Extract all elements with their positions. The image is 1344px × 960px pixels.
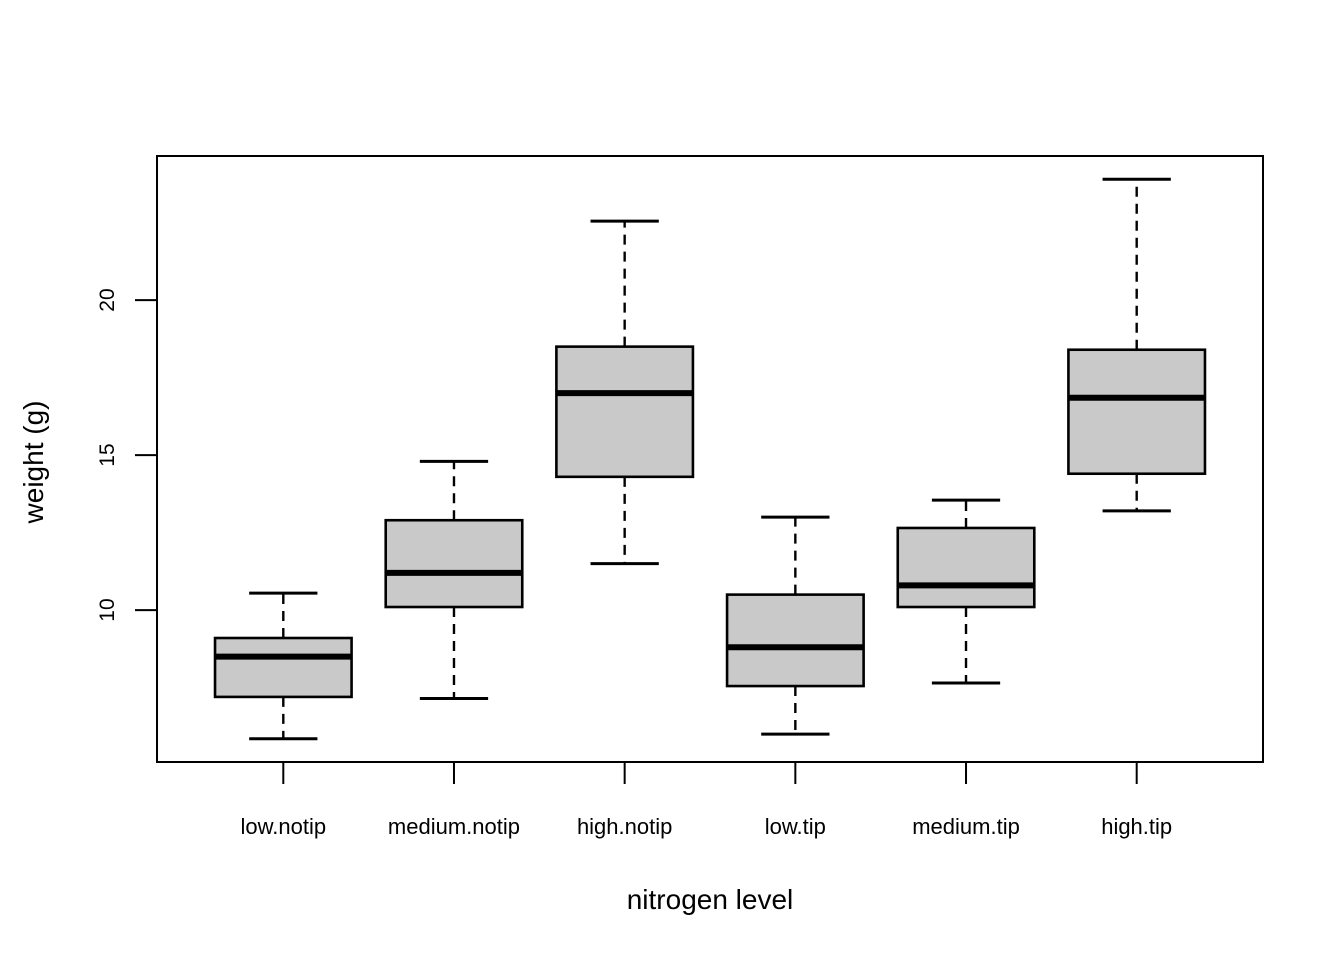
x-category-label-high-tip: high.tip [1101, 814, 1173, 839]
y-tick-label-20: 20 [96, 288, 119, 312]
iqr-box-low.tip [725, 593, 865, 688]
x-category-label-low-tip: low.tip [764, 814, 826, 839]
iqr-box-medium.tip [896, 526, 1036, 609]
x-category-label-medium-notip: medium.notip [387, 814, 520, 839]
iqr-box-low.notip [213, 636, 353, 699]
iqr-box-high.tip [1067, 348, 1207, 476]
y-tick-label-15: 15 [96, 443, 119, 467]
x-category-label-high-notip: high.notip [576, 814, 673, 839]
y-axis-title: weight (g) [18, 400, 49, 524]
x-axis-title: nitrogen level [626, 884, 794, 915]
iqr-box-medium.notip [384, 518, 524, 609]
x-category-label-medium-tip: medium.tip [912, 814, 1020, 839]
iqr-box-high.notip [555, 345, 695, 479]
x-category-label-low-notip: low.notip [240, 814, 327, 839]
y-tick-label-10: 10 [96, 598, 119, 622]
plot-frame [156, 155, 1264, 763]
